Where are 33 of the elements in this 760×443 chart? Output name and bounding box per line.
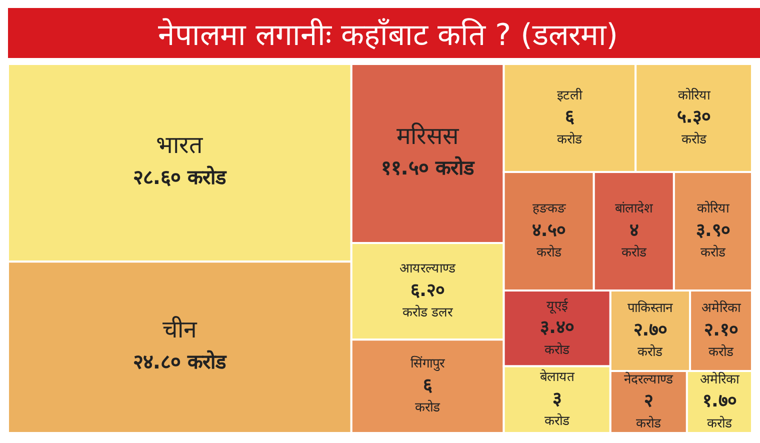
data-label: ३ करोड <box>544 388 571 429</box>
category-label: बेलायत <box>540 368 576 385</box>
data-label: ६ करोड <box>415 374 442 416</box>
category-label: चीन <box>162 316 198 344</box>
data-label: ३.९० करोड <box>696 220 730 261</box>
category-label: कोरिया <box>696 200 730 217</box>
category-label: मरिसस <box>396 122 460 150</box>
category-label: पाकिस्तान <box>628 300 674 316</box>
category-label: यूएई <box>546 298 569 314</box>
data-label: ३.४० करोड <box>540 317 574 358</box>
category-label: अमेरिका <box>700 371 740 388</box>
data-label: २४.८० करोड <box>132 350 228 374</box>
category-label: अमेरिका <box>702 300 742 316</box>
data-label: ६ करोड <box>557 106 584 148</box>
category-label: आयरल्याण्ड <box>400 262 457 277</box>
category-label: सिंगापुर <box>410 356 446 372</box>
data-label: ४.५० करोड <box>532 220 566 261</box>
data-label: २८.६० करोड <box>132 165 228 190</box>
category-label: इटली <box>557 87 584 104</box>
data-label: २.७० करोड <box>633 319 668 360</box>
data-label: ५.३० करोड <box>676 106 711 148</box>
data-label: ११.५० करोड <box>380 156 476 180</box>
category-label: भारत <box>156 131 204 160</box>
text: नेपालमा लगानीः कहाँबाट कति ? (डलरमा) <box>8 8 760 58</box>
data-label: २.१० करोड <box>704 319 738 360</box>
data-label: १.७० करोड <box>702 390 736 432</box>
category-label: कोरिया <box>678 87 711 104</box>
category-label: नेदरल्याण्ड <box>624 371 674 388</box>
data-label: २ करोड <box>636 390 662 432</box>
category-label: बांलादेश <box>614 200 654 217</box>
data-label: ६.२० करोड डलर <box>402 280 454 321</box>
category-label: हङकङ <box>532 202 566 217</box>
data-label: ४ करोड <box>621 220 648 261</box>
